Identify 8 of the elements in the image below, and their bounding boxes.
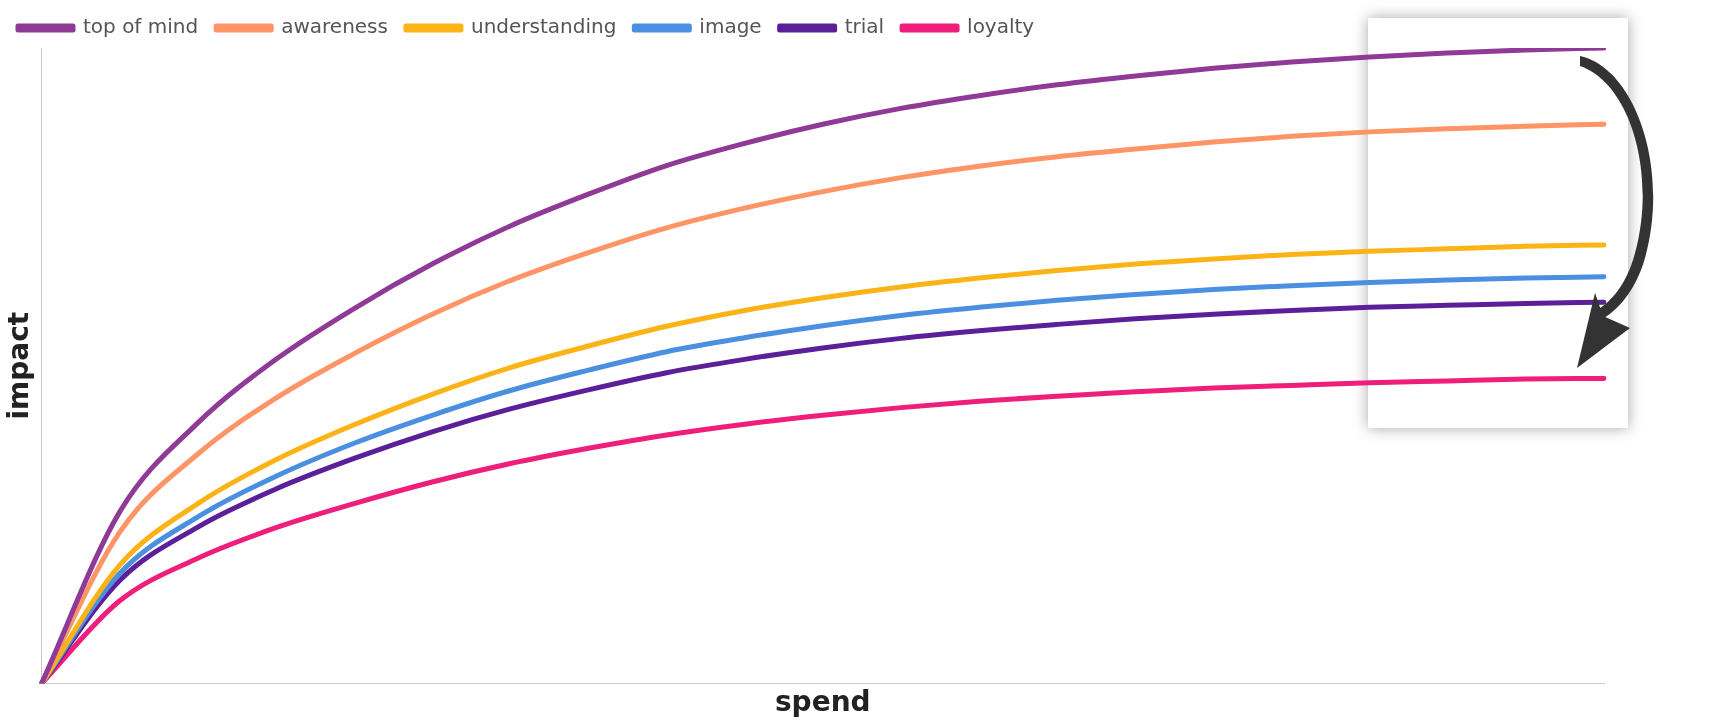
legend-label: awareness [281,14,388,39]
legend-label: trial [844,14,885,39]
legend-label: top of mind [83,14,199,39]
x-axis-title: spend [774,685,871,719]
y-axis-title: impact [2,311,36,420]
legend-label: image [699,14,762,39]
legend-label: loyalty [967,14,1035,39]
legend-label: understanding [470,14,617,39]
